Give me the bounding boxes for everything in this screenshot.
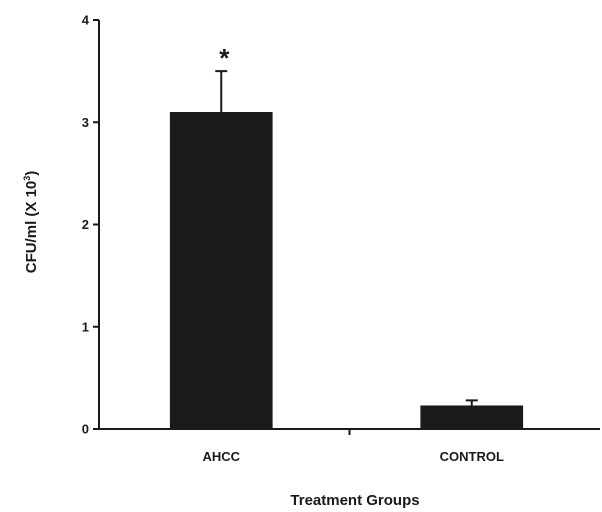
y-tick-label: 0 [82,422,89,437]
y-axis-title: CFU/ml (X 103) [22,171,40,274]
x-axis-labels: AHCC CONTROL [202,449,503,464]
bar [169,112,273,430]
y-tick-label: 2 [82,217,89,232]
x-axis-title: Treatment Groups [290,492,419,509]
y-tick-label: 3 [82,115,89,130]
x-tick-label: AHCC [202,449,240,464]
x-tick-label: CONTROL [440,449,504,464]
bar [420,405,524,429]
y-tick-label: 4 [82,13,90,28]
significance-marker: * [219,43,230,73]
y-axis-ticks: 0 1 2 3 4 [82,13,99,437]
bars: * [169,43,524,430]
y-tick-label: 1 [82,319,89,334]
